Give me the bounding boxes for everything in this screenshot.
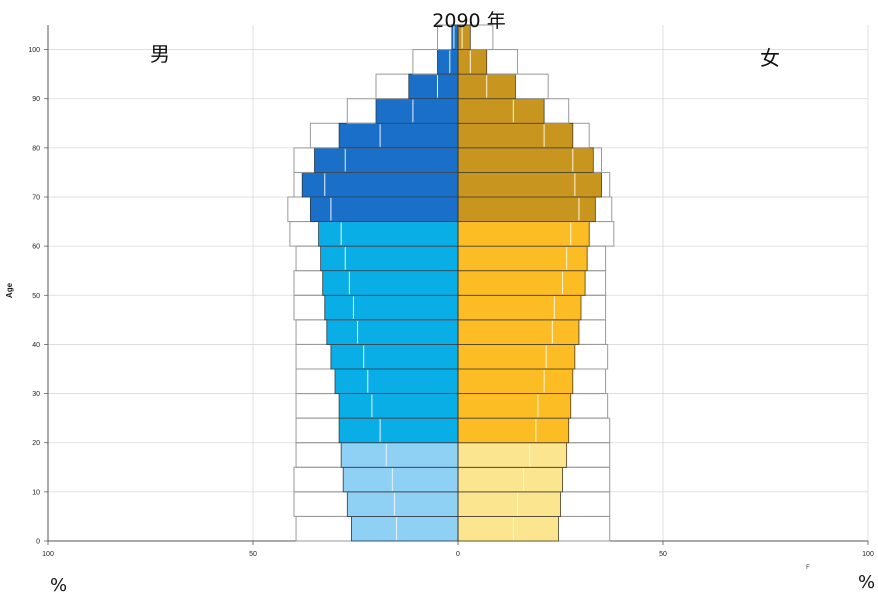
y-tick-label: 20 bbox=[32, 440, 40, 447]
male-bar bbox=[350, 516, 459, 542]
male-bar bbox=[314, 147, 459, 173]
male-bar bbox=[338, 122, 459, 149]
female-label: 女 bbox=[760, 46, 780, 70]
male-bar bbox=[318, 221, 459, 247]
male-label: 男 bbox=[150, 42, 170, 66]
female-bar bbox=[457, 221, 590, 247]
female-bar bbox=[457, 442, 568, 468]
y-tick-label: 30 bbox=[32, 391, 40, 398]
y-tick-label: 90 bbox=[32, 96, 40, 103]
male-bar bbox=[340, 442, 459, 468]
percent-label-left: % bbox=[50, 575, 68, 596]
female-bar bbox=[457, 393, 572, 419]
male-bar bbox=[324, 294, 459, 321]
female-bar bbox=[457, 417, 570, 444]
female-bar bbox=[457, 98, 545, 124]
male-bar bbox=[301, 172, 459, 198]
male-bar bbox=[320, 245, 459, 272]
y-tick-label: 80 bbox=[32, 145, 40, 152]
female-bar bbox=[457, 270, 586, 296]
male-bar bbox=[346, 491, 459, 517]
y-tick-label: 10 bbox=[32, 489, 40, 496]
x-axis-small-label: F bbox=[806, 565, 810, 571]
male-bar bbox=[342, 466, 459, 493]
female-bar bbox=[457, 516, 559, 542]
female-bar bbox=[457, 172, 602, 198]
female-bar bbox=[457, 122, 574, 149]
male-bar bbox=[338, 393, 459, 419]
y-tick-label: 100 bbox=[28, 47, 40, 54]
x-tick-label: 0 bbox=[456, 551, 460, 558]
percent-label-right: % bbox=[858, 572, 876, 593]
y-axis-label: Age bbox=[5, 282, 15, 299]
male-bar bbox=[437, 49, 459, 75]
x-tick-label: 50 bbox=[659, 551, 667, 558]
female-bar bbox=[457, 196, 596, 222]
female-bar bbox=[457, 49, 488, 75]
y-tick-label: 70 bbox=[32, 195, 40, 202]
female-bar bbox=[457, 491, 561, 517]
x-tick-label: 100 bbox=[862, 551, 874, 558]
female-bar bbox=[457, 294, 582, 321]
y-tick-label: 0 bbox=[36, 539, 40, 546]
male-bar bbox=[330, 344, 459, 370]
female-bar bbox=[457, 319, 580, 345]
female-bar bbox=[457, 368, 574, 394]
male-bar bbox=[334, 368, 459, 394]
male-bar bbox=[326, 319, 459, 345]
female-bar bbox=[457, 466, 563, 493]
x-tick-label: 100 bbox=[42, 551, 54, 558]
x-tick-label: 50 bbox=[249, 551, 257, 558]
male-bar bbox=[408, 73, 459, 100]
female-bar bbox=[457, 344, 576, 370]
male-bar bbox=[338, 417, 459, 444]
female-bar bbox=[457, 245, 588, 272]
male-bar bbox=[322, 270, 459, 296]
y-tick-label: 50 bbox=[32, 293, 40, 300]
male-bar bbox=[375, 98, 459, 124]
y-tick-label: 40 bbox=[32, 342, 40, 349]
chart-title: 2090 年 bbox=[432, 10, 506, 32]
male-bar bbox=[309, 196, 459, 222]
y-tick-label: 60 bbox=[32, 244, 40, 251]
